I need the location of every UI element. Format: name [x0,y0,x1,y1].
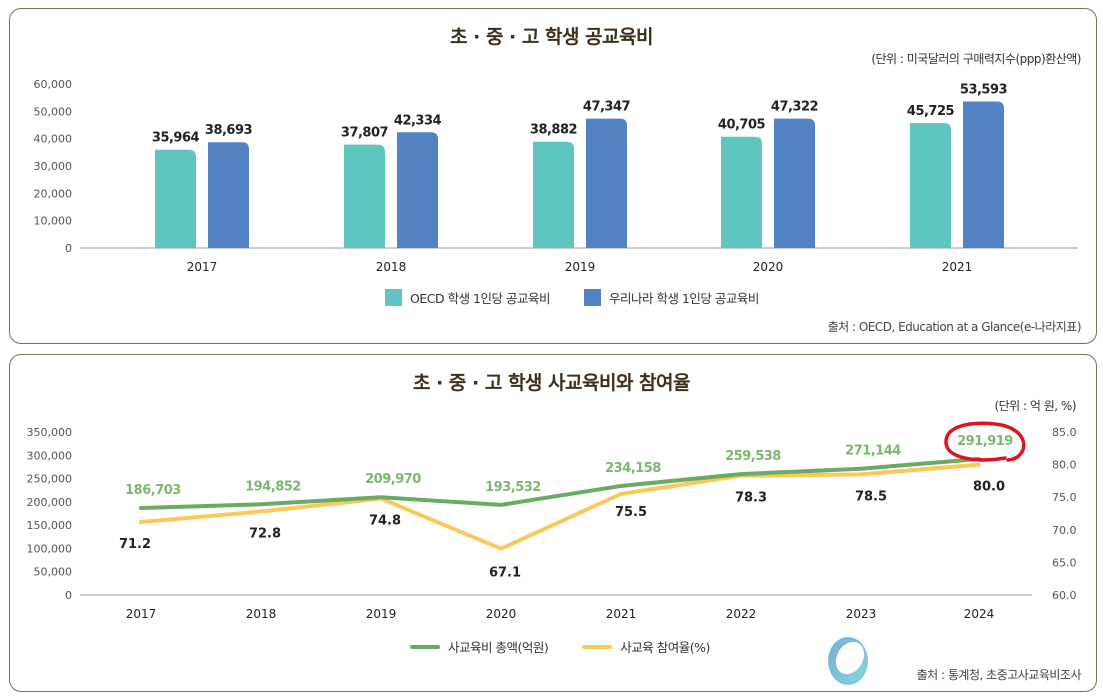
rate-value-label: 78.5 [855,489,887,504]
rate-value-label: 78.3 [735,491,767,506]
legend-rate: 사교육 참여율(%) [582,637,710,656]
y-left-tick-label: 350,000 [27,426,73,439]
rate-value-label: 74.8 [369,514,401,529]
x-tick-label: 2024 [964,607,995,621]
bar-value-label: 38,693 [205,123,253,138]
y-left-tick-label: 200,000 [27,496,73,509]
legend-swatch-korea [583,289,601,306]
x-tick-label: 2023 [846,607,877,621]
x-tick-label: 2018 [376,260,407,274]
total-value-label: 186,703 [125,483,181,498]
bar-value-label: 42,334 [394,113,442,128]
bar-oecd [533,141,574,248]
legend-total: 사교육비 총액(억원) [410,637,549,656]
y-tick-label: 30,000 [34,160,73,173]
bar-value-label: 37,807 [341,126,389,141]
x-tick-label: 2021 [942,260,973,274]
total-value-label: 193,532 [485,480,541,495]
bar-korea [774,118,815,248]
chart2-title: 초 · 중 · 고 학생 사교육비와 참여율 [413,372,690,394]
line-total [139,457,981,511]
y-right-tick-label: 70.0 [1052,524,1077,537]
bar-oecd [910,123,951,248]
y-tick-label: 20,000 [34,187,73,200]
bar-value-label: 53,593 [960,83,1008,98]
total-value-label: 259,538 [725,449,781,464]
legend-label: 우리나라 학생 1인당 공교육비 [608,291,759,306]
legend-korea: 우리나라 학생 1인당 공교육비 [583,288,759,307]
rate-value-label: 80.0 [973,480,1005,495]
bar-value-label: 40,705 [718,118,766,133]
chart1-source: 출처 : OECD, Education at a Glance(e-나라지표) [827,320,1082,334]
bar-korea [208,142,249,248]
bar-oecd [155,149,196,248]
total-value-label: 291,919 [957,434,1013,449]
y-right-tick-label: 80.0 [1052,459,1077,472]
legend-swatch-oecd [385,289,402,306]
x-tick-label: 2019 [565,260,596,274]
legend-line-rate [582,644,613,649]
legend-label: 사교육 참여율(%) [620,640,710,655]
x-tick-label: 2022 [726,607,757,621]
bar-oecd [344,144,385,248]
bar-value-label: 38,882 [530,123,577,138]
bar-value-label: 47,347 [583,100,631,115]
annotation-circle [944,421,1026,462]
chart1-legend: OECD 학생 1인당 공교육비 우리나라 학생 1인당 공교육비 [385,288,759,307]
chart1-unit: (단위 : 미국달러의 구매력지수(ppp)환산액) [871,52,1081,66]
x-tick-label: 2017 [126,607,157,621]
logo-icon [828,637,868,685]
x-tick-label: 2018 [246,607,277,621]
y-right-tick-label: 60.0 [1052,589,1077,602]
legend-line-total [410,644,440,649]
bar-korea [963,101,1004,248]
bar-value-label: 47,322 [771,100,818,115]
y-tick-label: 0 [65,242,72,255]
x-tick-label: 2019 [366,607,397,621]
chart2-unit: (단위 : 억 원, %) [994,399,1076,413]
y-left-tick-label: 50,000 [34,566,73,579]
legend-label: OECD 학생 1인당 공교육비 [410,291,550,306]
rate-value-label: 67.1 [489,566,521,581]
y-tick-label: 10,000 [34,215,73,228]
bar-korea [397,132,438,248]
legend-oecd: OECD 학생 1인당 공교육비 [385,288,550,307]
y-tick-label: 40,000 [34,133,73,146]
x-tick-label: 2020 [486,607,517,621]
y-left-tick-label: 250,000 [27,473,73,486]
x-tick-label: 2021 [606,607,637,621]
y-right-tick-label: 65.0 [1052,556,1077,569]
x-tick-label: 2017 [187,260,218,274]
y-left-tick-label: 0 [65,589,72,602]
bar-value-label: 35,964 [152,131,200,146]
y-right-tick-label: 75.0 [1052,491,1077,504]
y-left-tick-label: 100,000 [27,542,73,555]
bar-oecd [721,136,762,248]
bar-value-label: 45,725 [907,104,955,119]
y-tick-label: 50,000 [34,105,73,118]
chart2-source: 출처 : 통계청, 초중고사교육비조사 [916,668,1082,682]
bar-korea [586,118,627,248]
y-tick-label: 60,000 [34,78,73,91]
line-rate [139,462,981,551]
total-value-label: 209,970 [365,472,421,487]
y-right-tick-label: 85.0 [1052,426,1077,439]
chart2-legend: 사교육비 총액(억원) 사교육 참여율(%) [410,637,710,656]
y-left-tick-label: 300,000 [27,449,73,462]
total-value-label: 234,158 [605,461,661,476]
total-value-label: 271,144 [845,444,901,459]
rate-value-label: 71.2 [119,537,151,552]
total-value-label: 194,852 [245,479,301,494]
rate-value-label: 75.5 [615,505,647,520]
rate-value-label: 72.8 [249,527,281,542]
y-left-tick-label: 150,000 [27,519,73,532]
x-tick-label: 2020 [753,260,784,274]
chart1-title: 초 · 중 · 고 학생 공교육비 [450,26,653,48]
legend-label: 사교육비 총액(억원) [448,640,549,655]
